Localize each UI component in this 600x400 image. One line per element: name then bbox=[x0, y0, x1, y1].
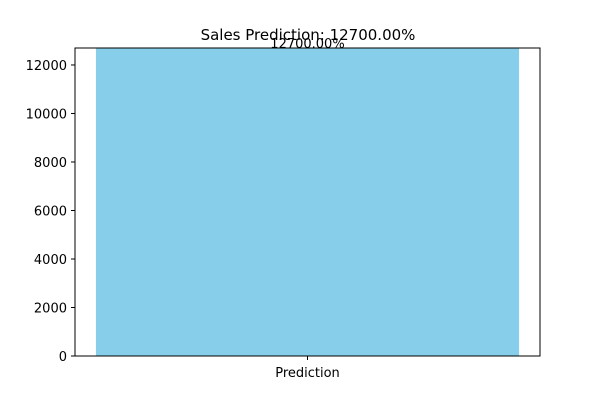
data-labels: 12700.00% bbox=[270, 37, 344, 52]
bar-prediction bbox=[95, 48, 520, 356]
y-tick-label: 10000 bbox=[26, 107, 67, 122]
y-tick-label: 0 bbox=[59, 350, 67, 365]
chart-title: Sales Prediction: 12700.00% bbox=[201, 26, 416, 44]
y-tick-label: 8000 bbox=[34, 156, 67, 171]
y-axis: 0 2000 4000 6000 8000 10000 12000 bbox=[26, 59, 75, 365]
plot-frame bbox=[74, 47, 541, 357]
y-tick-label: 12000 bbox=[26, 59, 67, 74]
x-tick-label: Prediction bbox=[275, 366, 340, 381]
data-label: 12700.00% bbox=[270, 37, 344, 52]
bars-layer bbox=[95, 48, 520, 356]
y-tick-label: 2000 bbox=[34, 301, 67, 316]
y-tick-label: 4000 bbox=[34, 253, 67, 268]
x-axis: Prediction bbox=[275, 356, 340, 381]
y-tick-label: 6000 bbox=[34, 204, 67, 219]
